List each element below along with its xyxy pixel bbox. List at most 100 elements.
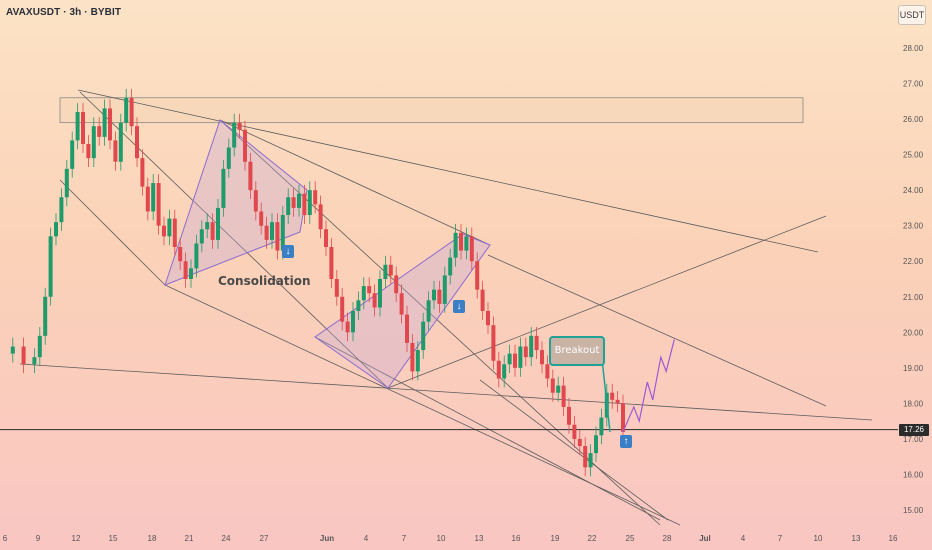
candle-body (405, 314, 409, 343)
candle-body (577, 438, 582, 447)
y-tick-label: 16.00 (903, 470, 924, 479)
candle-body (491, 325, 496, 361)
candle-body (81, 111, 85, 144)
candle-body (372, 293, 377, 308)
candle-body (340, 296, 345, 322)
candle-body (210, 222, 215, 240)
candle-body (221, 168, 226, 208)
candle-body (237, 122, 242, 130)
candle-body (302, 193, 307, 216)
x-tick-label: 28 (663, 534, 672, 543)
candle-body (243, 129, 247, 162)
candle-body (334, 279, 339, 297)
candle-body (178, 247, 183, 262)
candle-body (286, 197, 291, 216)
candle-body (550, 378, 555, 393)
candle-body (124, 97, 129, 123)
candle-body (162, 225, 166, 237)
candle-body (167, 218, 172, 237)
x-tick-label: 10 (814, 534, 823, 543)
trendline (387, 215, 827, 389)
x-tick-label: 24 (222, 534, 231, 543)
candle-body (448, 257, 453, 276)
candle-body (226, 147, 231, 169)
candle-body (37, 335, 42, 358)
candle-body (97, 126, 102, 137)
candle-body (361, 286, 366, 301)
candle-body (572, 424, 577, 439)
candle-body (464, 236, 469, 251)
x-tick-label: 4 (741, 534, 746, 543)
candle-body (410, 342, 415, 372)
candle-body (610, 392, 615, 400)
x-tick-label: 12 (72, 534, 81, 543)
y-tick-label: 25.00 (903, 151, 924, 160)
candle-body (399, 293, 404, 315)
candle-body (345, 321, 350, 333)
candle-body (189, 268, 193, 279)
candle-body (378, 279, 382, 308)
candle-body (194, 243, 199, 269)
currency-unit-badge[interactable]: USDT (898, 5, 926, 25)
candle-body (367, 286, 372, 294)
trendline (219, 119, 491, 246)
candle-body (151, 183, 156, 212)
up-arrow-icon: ↑ (620, 435, 632, 448)
candle-body (502, 364, 507, 379)
y-tick-label: 24.00 (903, 186, 924, 195)
candle-body (475, 261, 480, 290)
y-tick-label: 17.00 (903, 435, 924, 444)
candle-body (113, 140, 118, 162)
candle-body (129, 97, 134, 127)
candle-body (199, 229, 204, 244)
candle-body (545, 364, 550, 379)
candle-body (43, 296, 48, 336)
candle-body (421, 321, 426, 351)
candle-body (459, 232, 463, 251)
x-tick-label: 13 (475, 534, 484, 543)
candle-body (307, 190, 312, 216)
candle-body (91, 126, 96, 159)
candle-body (356, 300, 361, 311)
candle-body (216, 207, 220, 240)
y-tick-label: 28.00 (903, 44, 924, 53)
y-tick-label: 23.00 (903, 222, 924, 231)
candle-body (280, 215, 285, 251)
consolidation-zone (164, 119, 308, 286)
candle-body (540, 350, 544, 365)
candle-body (313, 190, 318, 205)
candle-body (469, 236, 474, 262)
resistance-zone (59, 97, 804, 124)
x-tick-label: 21 (185, 534, 194, 543)
x-tick-label: 4 (364, 534, 369, 543)
candle-body (64, 168, 69, 198)
y-tick-label: 18.00 (903, 399, 924, 408)
candle-body (426, 300, 431, 322)
y-tick-label: 20.00 (903, 328, 924, 337)
breakout-label: Breakout (549, 336, 605, 366)
candle-body (615, 399, 620, 404)
candle-body (32, 357, 37, 365)
candle-body (324, 229, 328, 248)
candle-body (507, 353, 512, 365)
x-tick-label: Jul (699, 534, 711, 543)
candle-body (415, 350, 420, 372)
candle-body (561, 385, 566, 407)
x-tick-label: 19 (551, 534, 560, 543)
candle-body (496, 360, 501, 379)
candle-body (329, 247, 334, 279)
candle-body (48, 236, 53, 297)
chart-title: AVAXUSDT · 3h · BYBIT (6, 7, 122, 18)
candle-body (594, 435, 598, 454)
x-tick-label: 16 (512, 534, 521, 543)
candle-body (394, 275, 399, 294)
trendline (479, 379, 669, 521)
candle-body (599, 417, 604, 436)
current-price-tag: 17.26 (899, 424, 929, 436)
x-tick-label: 7 (402, 534, 407, 543)
candle-body (567, 406, 571, 425)
candle-body (275, 222, 280, 251)
candle-body (183, 261, 188, 279)
candle-body (383, 264, 388, 279)
